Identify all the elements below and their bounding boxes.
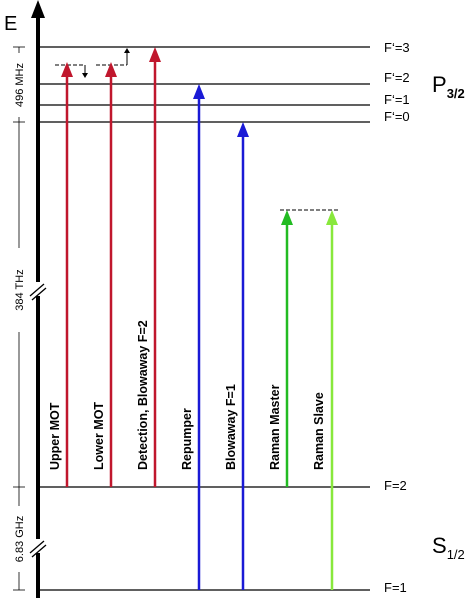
- beam-repumper: [193, 84, 205, 590]
- level-label-f2p: F‘=2: [384, 70, 410, 85]
- beam-label-blowaway-f1: Blowaway F=1: [224, 384, 238, 470]
- beam-detection: [149, 47, 161, 487]
- axis-arrowhead: [31, 0, 45, 18]
- scale-label-excited: 496 MHz: [14, 63, 26, 107]
- beam-label-repumper: Repumper: [180, 408, 194, 470]
- level-label-f2: F=2: [384, 478, 407, 493]
- scale-bars: 496 MHz 384 THz 6.83 GHz: [13, 46, 26, 591]
- level-label-f0p: F‘=0: [384, 109, 410, 124]
- beam-raman-master: [281, 210, 293, 487]
- beam-label-raman-master: Raman Master: [268, 384, 282, 470]
- beam-label-lower-mot: Lower MOT: [92, 402, 106, 470]
- excited-levels: F‘=3 F‘=2 F‘=1 F‘=0: [38, 40, 410, 124]
- beam-label-detection: Detection, Blowaway F=2: [136, 320, 150, 470]
- ground-levels: F=2 F=1: [38, 478, 407, 595]
- beam-label-upper-mot: Upper MOT: [48, 402, 62, 470]
- term-excited: P3/2: [432, 72, 465, 101]
- axis-break-upper: [29, 282, 47, 301]
- beam-lower-mot: [105, 62, 117, 487]
- energy-axis: [29, 0, 47, 598]
- beam-blowaway-f1: [237, 122, 249, 590]
- level-label-f1: F=1: [384, 580, 407, 595]
- axis-label: E: [4, 13, 17, 35]
- term-ground: S1/2: [432, 533, 465, 562]
- axis-break-lower: [29, 539, 47, 558]
- scale-label-optical: 384 THz: [14, 269, 26, 310]
- beam-raman-slave: [326, 210, 338, 590]
- level-label-f3: F‘=3: [384, 40, 410, 55]
- level-label-f1p: F‘=1: [384, 92, 410, 107]
- beam-upper-mot: [61, 62, 73, 487]
- scale-label-ground: 6.83 GHz: [14, 516, 26, 562]
- beam-label-raman-slave: Raman Slave: [312, 392, 326, 470]
